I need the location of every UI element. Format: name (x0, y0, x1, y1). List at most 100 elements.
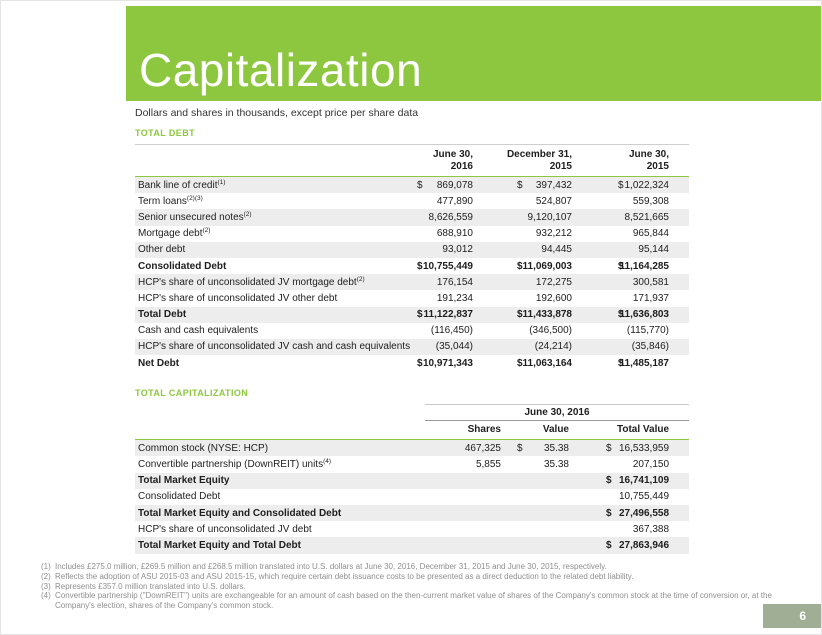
amount: 11,433,878 (522, 309, 573, 321)
currency-symbol: $ (606, 539, 612, 551)
amount: 95,144 (638, 244, 669, 256)
row-label: Common stock (NYSE: HCP) (138, 442, 269, 454)
currency-symbol: $ (417, 260, 423, 272)
amount: 965,844 (632, 228, 669, 240)
row-value: 35.38 (507, 456, 573, 472)
row-label: Other debt (138, 244, 186, 256)
row-value: $11,122,837 (411, 307, 477, 323)
amount: (115,770) (626, 325, 669, 337)
row-value: 171,937 (576, 290, 689, 306)
currency-symbol: $ (606, 475, 612, 487)
row-value: 93,012 (411, 242, 477, 258)
table-row: Term loans(2)(3) 477,890 524,807 559,308 (135, 193, 689, 209)
footnote-marker: (1) (217, 178, 226, 186)
footnote-marker: (2) (243, 210, 252, 218)
table-row: HCP's share of unconsolidated JV other d… (135, 290, 689, 306)
amount: 11,122,837 (423, 309, 474, 321)
row-label: HCP's share of unconsolidated JV other d… (138, 292, 338, 304)
amount: 8,626,559 (428, 211, 474, 223)
amount: 11,636,803 (619, 309, 670, 321)
row-value (507, 521, 573, 537)
row-value: $11,164,285 (576, 258, 689, 274)
amount: 191,234 (436, 292, 473, 304)
date-header: June 30, 2016 (425, 404, 690, 422)
amount: 10,755,449 (422, 260, 473, 272)
page-title: Capitalization (139, 44, 423, 96)
row-value: $11,063,164 (477, 355, 576, 371)
total-debt-label: TOTAL DEBT (135, 128, 195, 138)
table-row: Total Market Equity $16,741,109 (135, 472, 690, 489)
table-row: HCP's share of unconsolidated JV mortgag… (135, 274, 689, 291)
subtitle: Dollars and shares in thousands, except … (135, 107, 419, 119)
row-label: Total Market Equity and Total Debt (138, 539, 301, 551)
amount: 27,863,946 (618, 539, 670, 551)
row-value: 9,120,107 (477, 209, 576, 225)
row-value: (24,214) (477, 339, 576, 355)
amount: 688,910 (436, 228, 473, 240)
footnote: (2) Reflects the adoption of ASU 2015-03 … (41, 572, 793, 582)
row-value (425, 489, 507, 505)
row-value: 191,234 (411, 290, 477, 306)
amount: 192,600 (535, 292, 572, 304)
row-value: $397,432 (477, 177, 576, 194)
footnote-marker: (2)(3) (186, 194, 203, 202)
amount: 94,445 (541, 244, 572, 256)
row-label: Consolidated Debt (138, 491, 221, 503)
header-spacer (135, 144, 411, 177)
amount: 10,755,449 (618, 491, 670, 503)
row-value: $16,741,109 (573, 473, 689, 489)
amount: 477,890 (436, 195, 473, 207)
row-value (507, 473, 573, 489)
table-row: Mortgage debt(2) 688,910 932,212 965,844 (135, 226, 689, 242)
row-value: 172,275 (477, 274, 576, 290)
table-row: Common stock (NYSE: HCP) 467,325 $35.38 $16… (135, 439, 690, 457)
table-row: Consolidated Debt 10,755,449 (135, 489, 689, 505)
row-label: HCP's share of unconsolidated JV mortgag… (138, 275, 365, 288)
row-value (425, 537, 507, 553)
row-label: Cash and cash equivalents (138, 325, 259, 337)
table-row: HCP's share of unconsolidated JV cash an… (135, 338, 689, 356)
row-value: 207,150 (573, 456, 689, 472)
row-value (425, 473, 507, 489)
row-label: Total Market Equity (138, 475, 230, 487)
amount: 5,855 (475, 459, 501, 471)
header-banner: Capitalization (126, 6, 821, 101)
amount: 93,012 (442, 244, 473, 256)
row-value: $869,078 (411, 177, 477, 194)
row-label: Mortgage debt(2) (138, 227, 211, 240)
row-value (425, 505, 507, 521)
row-value: $11,433,878 (477, 307, 576, 323)
amount: 11,485,187 (619, 357, 670, 369)
header-spacer (135, 405, 425, 421)
footnotes-block: (1) Includes £275.0 million, £269.5 milli… (41, 562, 793, 611)
footnote-text: Convertible partnership ("DownREIT") uni… (55, 591, 772, 611)
currency-symbol: $ (417, 309, 423, 321)
row-label: Senior unsecured notes(2) (138, 210, 252, 223)
total-debt-table: June 30, 2016 December 31, 2015 June 30,… (135, 144, 689, 371)
table-row: Senior unsecured notes(2) 8,626,559 9,120,… (135, 209, 689, 226)
amount: (346,500) (529, 325, 572, 337)
amount: 176,154 (436, 276, 473, 288)
row-label: HCP's share of unconsolidated JV debt (138, 523, 312, 535)
footnote-text: Represents £357.0 million translated int… (55, 581, 246, 591)
footnote-number: (3) (41, 581, 51, 591)
amount: 559,308 (632, 195, 669, 207)
row-value: (35,044) (411, 339, 477, 355)
row-value: (116,450) (411, 323, 477, 339)
footnote-text: Includes £275.0 million, £269.5 million … (55, 562, 607, 571)
amount: 397,432 (535, 179, 572, 191)
row-value: $11,636,803 (576, 307, 689, 323)
amount: 367,388 (632, 523, 670, 535)
row-label: HCP's share of unconsolidated JV cash an… (138, 341, 411, 353)
currency-symbol: $ (417, 179, 423, 191)
currency-symbol: $ (517, 442, 523, 454)
row-value: 8,626,559 (411, 209, 477, 225)
table-row: Cash and cash equivalents (116,450) (346,5… (135, 323, 689, 339)
amount: (35,846) (631, 341, 669, 353)
row-value: 8,521,665 (576, 209, 689, 225)
row-value: 176,154 (411, 274, 477, 290)
amount: 11,069,003 (522, 260, 573, 272)
row-value: 367,388 (573, 521, 689, 537)
row-value: 559,308 (576, 193, 689, 209)
